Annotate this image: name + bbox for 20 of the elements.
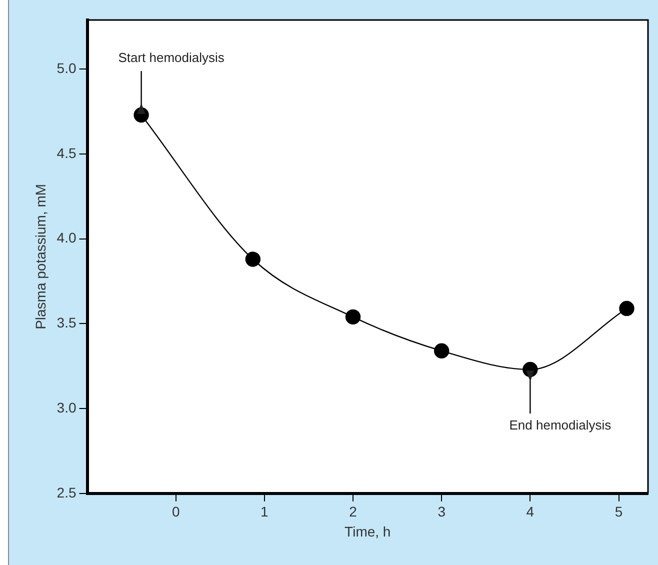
x-tick-label: 1: [260, 504, 269, 520]
y-tick-label: 5.0: [56, 60, 76, 76]
annotation: Start hemodialysis: [118, 50, 225, 66]
x-tick-label: 5: [614, 504, 623, 520]
y-tick-label: 2.5: [56, 484, 76, 500]
x-tick-label: 2: [349, 504, 358, 520]
y-axis-title: Plasma potassium, mM: [32, 184, 48, 330]
y-tick-label: 4.0: [56, 230, 76, 246]
x-tick-label: 4: [526, 504, 534, 520]
point: [619, 300, 634, 316]
x-tick-label: 3: [438, 504, 446, 520]
y-tick-label: 3.5: [56, 314, 76, 331]
point: [345, 309, 361, 325]
x-axis-title: Time, h: [344, 523, 391, 540]
y-tick-label: 3.0: [56, 399, 76, 416]
point: [245, 252, 261, 267]
point: [434, 343, 450, 358]
annotation: End hemodialysis: [509, 418, 612, 433]
y-tick-label: 4.5: [56, 144, 76, 161]
x-tick-label: 0: [172, 504, 180, 520]
